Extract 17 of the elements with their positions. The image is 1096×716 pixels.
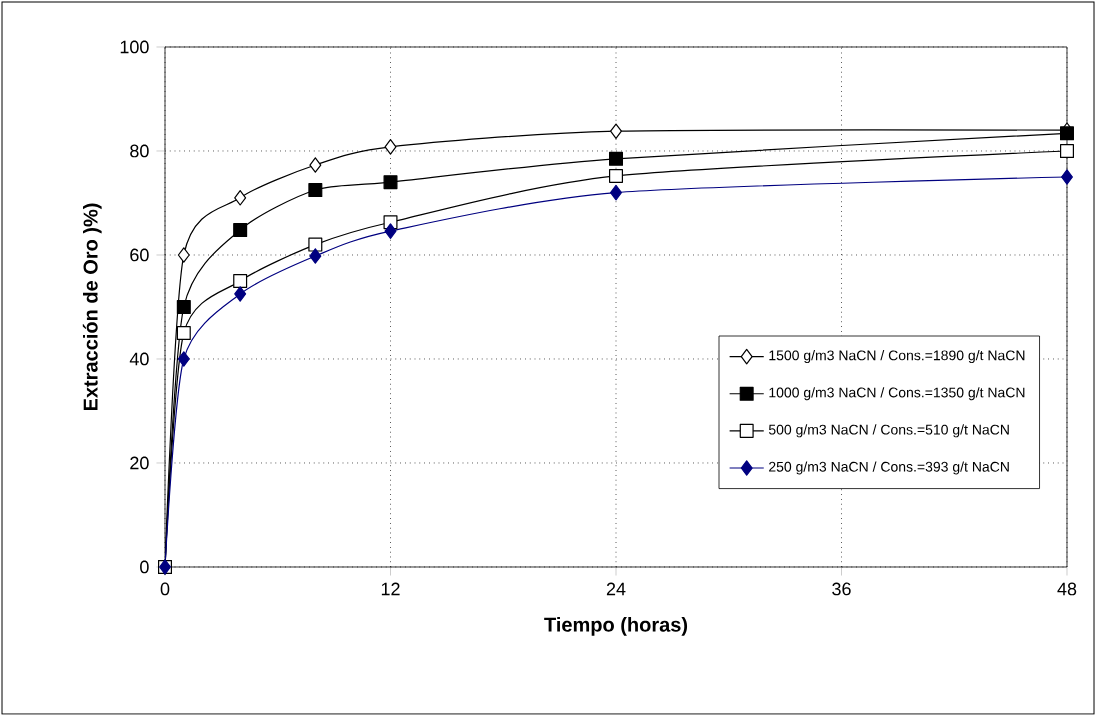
x-axis-title: Tiempo (horas) [544,617,688,636]
y-tick-label: 100 [120,40,149,54]
x-tick-label: 12 [381,582,400,596]
y-tick-label: 60 [130,248,149,262]
x-tick-label: 36 [832,582,851,596]
legend-label: 1000 g/m3 NaCN / Cons.=1350 g/t NaCN [769,387,1025,401]
y-tick-label: 80 [130,144,149,158]
legend-label: 500 g/m3 NaCN / Cons.=510 g/t NaCN [768,424,1009,438]
y-tick-label: 0 [140,560,149,574]
x-tick-label: 0 [160,582,170,596]
y-axis-title: Extracción de Oro )%) [82,203,102,411]
legend-label: 250 g/m3 NaCN / Cons.=393 g/t NaCN [769,461,1009,475]
x-tick-label: 48 [1057,582,1077,596]
y-tick-label: 40 [129,352,149,366]
x-tick-label: 24 [606,582,626,596]
y-tick-label: 20 [130,456,149,470]
legend-label: 1500 g/m3 NaCN / Cons.=1890 g/t NaCN [769,350,1025,364]
